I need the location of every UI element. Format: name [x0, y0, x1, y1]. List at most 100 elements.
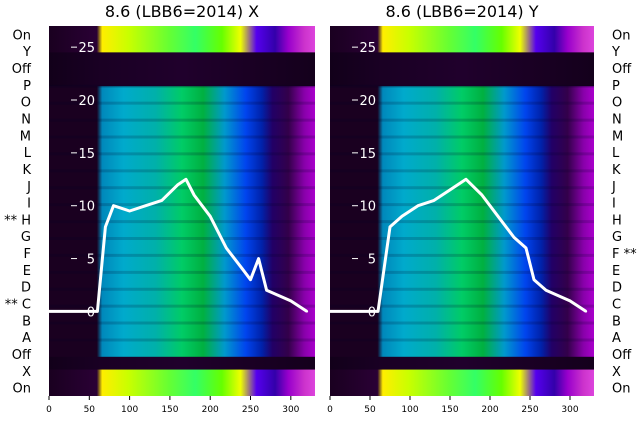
- row-label: P: [612, 79, 620, 94]
- row-label: F: [24, 247, 31, 262]
- row-label: E: [23, 264, 31, 279]
- series-point: [524, 246, 528, 250]
- x-tick-label: 100: [121, 405, 138, 415]
- series-line: [49, 177, 308, 313]
- series-point: [512, 236, 516, 239]
- series-point: [225, 246, 228, 250]
- y-tick-label: 10: [359, 200, 376, 215]
- row-label: K: [612, 163, 621, 178]
- heatmap-band: [330, 52, 594, 87]
- x-tick-label: 150: [161, 405, 178, 415]
- y-tick-label: 0: [87, 305, 95, 320]
- heatmap-band: [49, 369, 315, 396]
- row-label: G: [612, 230, 622, 245]
- row-label: J: [26, 180, 31, 195]
- row-label: L: [612, 146, 620, 161]
- series-point: [328, 310, 332, 313]
- heatmap-band: [49, 356, 315, 370]
- row-label: K: [22, 163, 31, 178]
- row-label: N: [21, 113, 31, 128]
- series-point: [160, 199, 164, 202]
- row-label: D: [21, 281, 31, 296]
- x-tick-label: 300: [282, 405, 299, 415]
- row-label: I: [612, 197, 616, 212]
- series-point: [568, 299, 572, 303]
- heatmap-band: [330, 26, 594, 53]
- x-tick-label: 50: [364, 405, 376, 415]
- x-tick-label: 100: [401, 405, 418, 415]
- series-point: [376, 310, 380, 313]
- row-label: ** C: [5, 298, 31, 313]
- series-point: [176, 183, 180, 186]
- row-label: Y: [611, 45, 620, 60]
- series-point: [496, 215, 500, 218]
- y-tick-label: 15: [359, 147, 376, 162]
- row-label: On: [13, 28, 31, 43]
- series-point: [544, 289, 548, 292]
- series-point: [257, 257, 260, 260]
- y-tick-label: 25: [359, 41, 376, 56]
- row-label: F **: [612, 247, 637, 262]
- y-tick-label: 25: [78, 41, 95, 56]
- row-label: Off: [12, 62, 32, 77]
- row-label: On: [612, 28, 630, 43]
- row-label: E: [612, 264, 620, 279]
- series-point: [241, 267, 244, 271]
- heatmap-band: [330, 356, 594, 370]
- row-label: O: [21, 96, 31, 111]
- series-point: [144, 204, 147, 207]
- series-point: [416, 204, 420, 207]
- x-tick-label: 200: [202, 405, 219, 415]
- row-label: J: [611, 180, 616, 195]
- series-point: [400, 215, 404, 218]
- series-point: [209, 215, 212, 218]
- row-label: On: [612, 382, 630, 397]
- series-point: [128, 209, 131, 213]
- row-label: L: [24, 146, 32, 161]
- x-tick-label: 50: [84, 405, 96, 415]
- series-point: [480, 193, 484, 197]
- chart-title: 8.6 (LBB6=2014) X: [105, 2, 259, 21]
- series-point: [265, 289, 268, 292]
- series-point: [184, 178, 188, 181]
- row-label: X: [22, 365, 31, 380]
- y-tick-label: 5: [87, 253, 95, 268]
- row-label: P: [23, 79, 31, 94]
- series-point: [584, 310, 588, 313]
- series-point: [305, 310, 309, 313]
- y-tick-label: 5: [368, 253, 376, 268]
- series-point: [249, 278, 252, 281]
- series-point: [96, 310, 99, 313]
- row-label: Off: [12, 348, 32, 363]
- series-point: [104, 225, 107, 229]
- x-tick-label: 0: [46, 405, 52, 415]
- row-label: On: [13, 382, 31, 397]
- series-point: [532, 278, 536, 281]
- y-tick-label: 10: [78, 200, 95, 215]
- heatmap-band: [49, 26, 315, 53]
- heatmap-band: [330, 369, 594, 396]
- x-tick-label: 250: [521, 405, 538, 415]
- x-tick-label: 0: [327, 405, 333, 415]
- row-label: I: [27, 197, 31, 212]
- row-label: C: [612, 298, 621, 313]
- y-tick-label: 20: [78, 94, 95, 109]
- row-label: A: [612, 331, 621, 346]
- y-tick-label: 15: [78, 147, 95, 162]
- row-label: N: [612, 113, 622, 128]
- row-label: Off: [612, 62, 632, 77]
- heatmap-band: [49, 52, 315, 87]
- series-point: [432, 199, 436, 202]
- series-point: [289, 299, 293, 303]
- row-label: B: [22, 314, 31, 329]
- series-line: [330, 177, 587, 313]
- y-tick-label: 0: [368, 305, 376, 320]
- series-point: [388, 225, 392, 229]
- series-point: [47, 310, 51, 313]
- series-point: [448, 188, 452, 192]
- row-label: X: [612, 365, 621, 380]
- row-label: Off: [612, 348, 632, 363]
- chart-title: 8.6 (LBB6=2014) Y: [385, 2, 538, 21]
